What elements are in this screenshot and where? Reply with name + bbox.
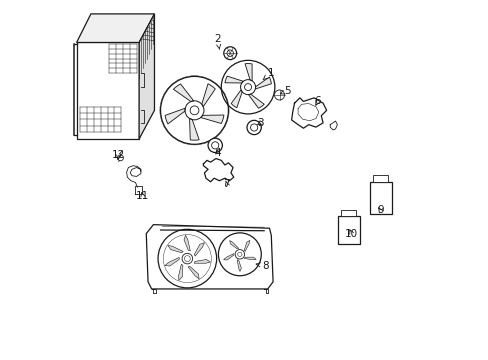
Polygon shape [77,42,139,139]
Polygon shape [248,94,264,108]
Polygon shape [173,84,193,102]
Text: 5: 5 [280,86,290,96]
Polygon shape [187,266,199,279]
Polygon shape [178,264,183,280]
Polygon shape [203,158,233,182]
Bar [373,175,387,182]
Text: 3: 3 [257,118,264,128]
Circle shape [182,253,192,264]
Polygon shape [200,115,224,123]
Polygon shape [167,246,183,253]
Bar [341,210,356,216]
Polygon shape [224,76,243,83]
Bar [369,182,391,214]
Text: 10: 10 [345,229,358,239]
Polygon shape [223,253,233,260]
Polygon shape [229,240,238,249]
Circle shape [118,155,123,161]
Polygon shape [237,260,241,271]
Circle shape [246,120,261,135]
Polygon shape [244,64,252,81]
Polygon shape [164,257,179,266]
Polygon shape [146,225,272,289]
Text: 1: 1 [263,68,274,80]
Circle shape [250,124,257,131]
Polygon shape [255,77,271,89]
Text: 9: 9 [376,205,383,215]
Polygon shape [139,14,154,139]
Text: 6: 6 [314,96,321,107]
Polygon shape [244,257,256,260]
Text: 2: 2 [214,34,221,49]
Text: 8: 8 [256,261,269,271]
Circle shape [190,106,199,115]
Polygon shape [183,235,190,251]
Polygon shape [194,260,210,263]
Text: 11: 11 [136,191,149,201]
Polygon shape [165,108,185,124]
Polygon shape [189,118,199,140]
Circle shape [207,138,222,153]
Circle shape [244,84,251,91]
Polygon shape [77,14,154,42]
Polygon shape [291,98,326,128]
Polygon shape [244,240,249,251]
Circle shape [224,47,236,60]
Circle shape [211,142,218,149]
Text: 4: 4 [214,148,221,158]
Polygon shape [231,90,242,108]
Polygon shape [202,84,215,107]
Polygon shape [194,243,204,256]
Bar [337,216,359,244]
Text: 12: 12 [112,150,125,160]
Circle shape [235,249,244,259]
Circle shape [226,50,233,57]
Circle shape [274,90,284,100]
Text: 7: 7 [223,179,229,189]
